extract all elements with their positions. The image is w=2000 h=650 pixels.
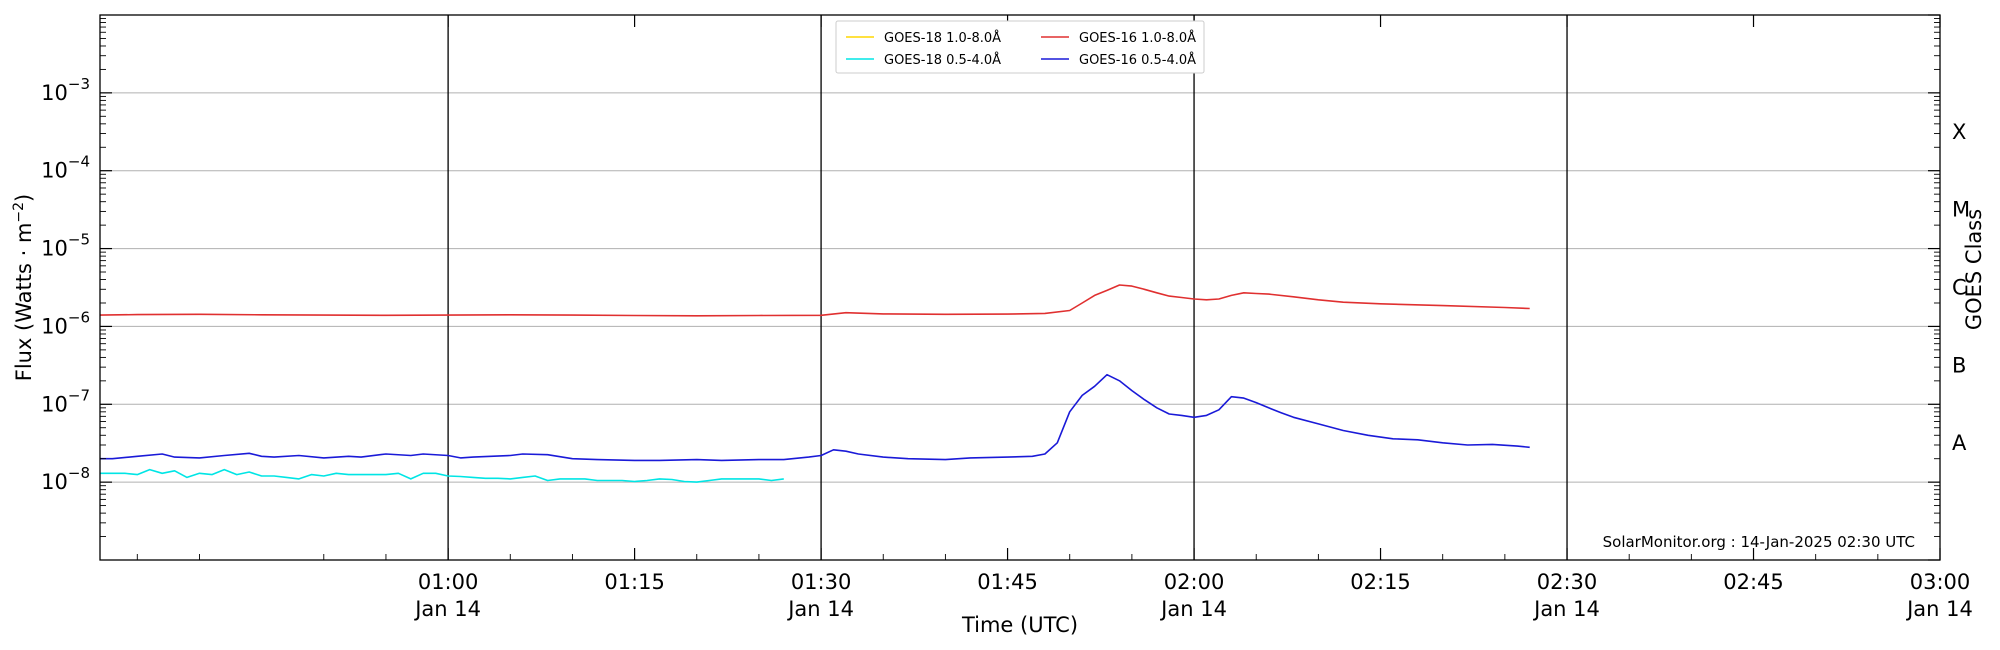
y-tick-label: 10−5 <box>41 231 90 261</box>
y-tick-label-exponent: −4 <box>68 153 90 171</box>
x-tick-date-label: Jan 14 <box>1159 597 1227 621</box>
y-tick-label-base: 10 <box>41 159 68 183</box>
series-line <box>100 373 1530 462</box>
vertical-day-lines <box>447 15 1568 560</box>
series-layer <box>99 284 1530 483</box>
x-tick-label: 02:45 <box>1723 570 1784 594</box>
y-tick-label-exponent: −8 <box>68 464 90 482</box>
y-axis-title-close: ) <box>12 194 36 202</box>
y-tick-label-base: 10 <box>41 314 68 338</box>
goes-class-label: B <box>1952 353 1966 377</box>
goes-class-axis-title: GOES Class <box>1962 209 1986 330</box>
x-axis-title: Time (UTC) <box>961 613 1078 637</box>
legend-label: GOES-18 0.5-4.0Å <box>884 52 1001 68</box>
tick-layer <box>100 14 1941 561</box>
series-line <box>100 468 784 483</box>
legend-label: GOES-16 0.5-4.0Å <box>1079 52 1196 68</box>
y-tick-label-base: 10 <box>41 392 68 416</box>
x-tick-label: 02:30 <box>1537 570 1598 594</box>
x-tick-date-label: Jan 14 <box>1905 597 1973 621</box>
x-tick-date-label: Jan 14 <box>413 597 481 621</box>
y-axis-title: Flux (Watts · m−2) <box>11 194 36 382</box>
y-tick-label: 10−7 <box>41 386 90 416</box>
y-tick-label-exponent: −6 <box>68 308 90 326</box>
x-tick-date-label: Jan 14 <box>1532 597 1600 621</box>
x-tick-label: 01:00 <box>418 570 479 594</box>
y-tick-label: 10−8 <box>41 464 90 494</box>
grid-layer <box>100 92 1940 483</box>
x-tick-label: 01:15 <box>604 570 665 594</box>
y-tick-label: 10−4 <box>41 153 90 183</box>
x-tick-label: 01:45 <box>977 570 1038 594</box>
y-axis-title-main: Flux (Watts · m <box>12 223 36 382</box>
x-tick-date-label: Jan 14 <box>786 597 854 621</box>
y-tick-label-exponent: −5 <box>68 231 90 249</box>
legend-label: GOES-18 1.0-8.0Å <box>884 30 1001 46</box>
y-tick-label-base: 10 <box>41 470 68 494</box>
x-tick-label: 03:00 <box>1910 570 1971 594</box>
goes-class-label: X <box>1952 120 1966 144</box>
goes-class-label: M <box>1952 198 1970 222</box>
y-tick-label-exponent: −3 <box>68 75 90 93</box>
x-tick-label: 02:00 <box>1164 570 1225 594</box>
plot-frame <box>99 14 1941 561</box>
y-tick-label: 10−6 <box>41 308 90 338</box>
y-axis-title-sup: −2 <box>11 202 27 223</box>
goes-class-label: A <box>1952 431 1967 455</box>
series-line <box>99 284 1530 317</box>
x-tick-label: 02:15 <box>1350 570 1411 594</box>
legend: GOES-18 1.0-8.0Å GOES-16 1.0-8.0Å GOES-18 … <box>835 20 1205 74</box>
y-tick-label-base: 10 <box>41 237 68 261</box>
goes-class-label: C <box>1952 276 1967 300</box>
x-tick-label: 01:30 <box>791 570 852 594</box>
y-tick-label-base: 10 <box>41 81 68 105</box>
credit-text: SolarMonitor.org : 14-Jan-2025 02:30 UTC <box>1603 533 1915 551</box>
y-tick-label-exponent: −7 <box>68 386 90 404</box>
legend-box <box>835 20 1205 74</box>
y-tick-label: 10−3 <box>41 75 90 105</box>
legend-label: GOES-16 1.0-8.0Å <box>1079 30 1196 46</box>
